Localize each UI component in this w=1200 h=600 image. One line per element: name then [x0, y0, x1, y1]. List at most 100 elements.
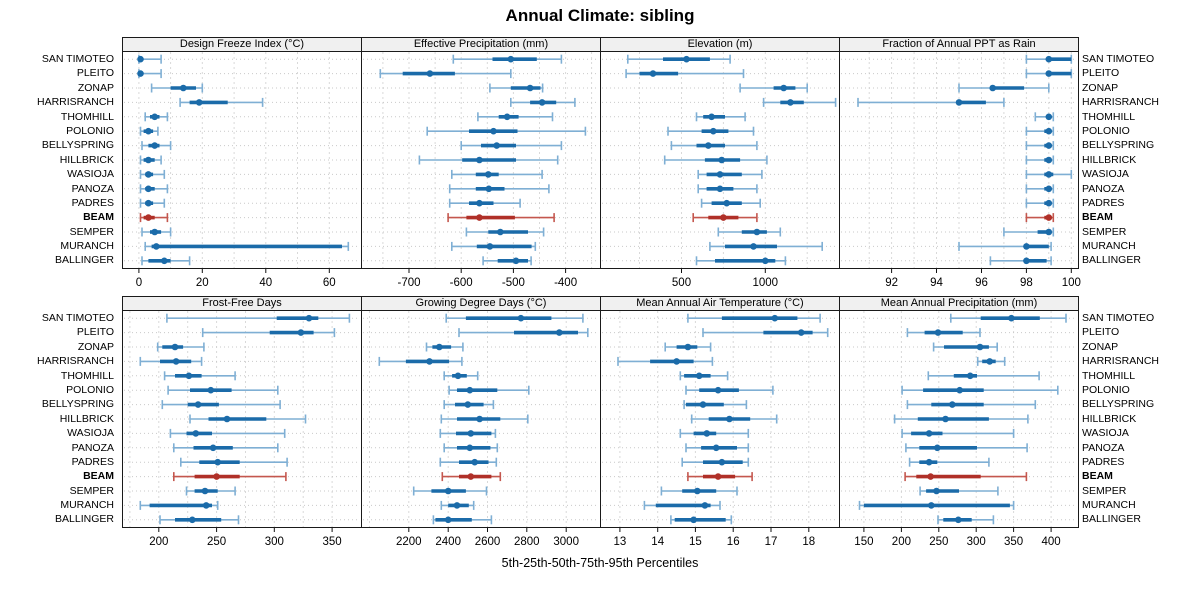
axis-tick-label: 200	[892, 536, 911, 548]
axis-tick-label: 250	[929, 536, 948, 548]
axis-tick-label: 17	[765, 536, 778, 548]
axis-tick-label: 18	[802, 536, 815, 548]
station-label: SEMPER	[69, 225, 114, 238]
station-labels-right-bottom: SAN TIMOTEO PLEITO ZONAP HARRISRANCH THOMHIL…	[1082, 311, 1200, 527]
panel-mean-annual-precipitation: Mean Annual Precipitation (mm)	[839, 296, 1079, 528]
station-label: HARRISRANCH	[36, 355, 114, 368]
station-label: WASIOJA	[1082, 168, 1129, 181]
station-label: BEAM	[1082, 470, 1113, 483]
station-label: THOMHILL	[1082, 369, 1136, 382]
axis-tick-label: 13	[614, 536, 627, 548]
percentiles-caption: 5th-25th-50th-75th-95th Percentiles	[501, 556, 699, 570]
station-label: HILLBRICK	[1082, 153, 1137, 166]
station-label: BALLINGER	[55, 254, 114, 267]
panel-strip-label: Mean Annual Air Temperature (°C)	[601, 297, 839, 311]
axis-tick-label: 2200	[396, 536, 422, 548]
station-label: HILLBRICK	[59, 412, 114, 425]
axis-tick-label: 350	[1004, 536, 1023, 548]
station-label: PLEITO	[76, 67, 114, 80]
x-axis-top-row: 0 20 40 60 -700 -600 -500 -400 500 1000 92 94 96 98 10…	[136, 269, 1081, 289]
x-axis-bottom-row: 200 250 300 350 2200 2400 2600 2800 3000 13 14 15 16…	[149, 528, 1061, 548]
panel-effective-precipitation: Effective Precipitation (mm)	[361, 37, 601, 269]
axis-tick-label: 94	[930, 277, 943, 289]
axis-tick-label: 250	[207, 536, 226, 548]
station-label: ZONAP	[1082, 340, 1119, 353]
axis-tick-label: 100	[1062, 277, 1081, 289]
station-label: BEAM	[1082, 211, 1113, 224]
station-label: ZONAP	[1082, 81, 1119, 94]
panel-growing-degree-days: Growing Degree Days (°C)	[361, 296, 601, 528]
station-label: POLONIO	[66, 124, 114, 137]
station-label: SEMPER	[1082, 225, 1127, 238]
station-label: WASIOJA	[67, 168, 114, 181]
station-label: SAN TIMOTEO	[1082, 312, 1155, 324]
station-label: POLONIO	[1082, 383, 1130, 396]
panel-strip-label: Growing Degree Days (°C)	[362, 297, 600, 311]
axis-tick-label: -400	[554, 277, 577, 289]
axis-tick-label: 3000	[553, 536, 579, 548]
station-label: BEAM	[83, 211, 114, 224]
station-label: HARRISRANCH	[1082, 355, 1160, 368]
station-label: MURANCH	[1082, 499, 1136, 512]
station-label: BELLYSPRING	[41, 398, 114, 411]
panel-plot-canvas	[124, 52, 360, 268]
station-label: THOMHILL	[60, 110, 114, 123]
axis-tick-label: -700	[397, 277, 420, 289]
panel-strip-label: Mean Annual Precipitation (mm)	[840, 297, 1078, 311]
panel-plot-canvas	[124, 311, 360, 527]
axis-tick-label: -500	[502, 277, 525, 289]
station-label: PLEITO	[76, 326, 114, 339]
station-label: HILLBRICK	[59, 153, 114, 166]
axis-tick-label: 350	[323, 536, 342, 548]
axis-tick-label: 96	[975, 277, 988, 289]
panel-strip-label: Effective Precipitation (mm)	[362, 38, 600, 52]
station-label: PANOZA	[1082, 182, 1125, 195]
axis-tick-label: 1000	[753, 277, 779, 289]
axis-tick-label: 15	[689, 536, 702, 548]
station-label: BELLYSPRING	[1082, 398, 1155, 411]
axis-tick-label: 500	[672, 277, 691, 289]
station-label: PADRES	[71, 455, 114, 468]
station-label: PANOZA	[1082, 441, 1125, 454]
station-label: WASIOJA	[1082, 427, 1129, 440]
station-labels-right-top: SAN TIMOTEO PLEITO ZONAP HARRISRANCH THOMHIL…	[1082, 52, 1200, 268]
station-label: ZONAP	[77, 81, 114, 94]
axis-tick-label: 20	[196, 277, 209, 289]
station-label: PLEITO	[1082, 67, 1120, 80]
station-label: PLEITO	[1082, 326, 1120, 339]
station-label: SAN TIMOTEO	[1082, 53, 1155, 65]
station-label: PANOZA	[71, 182, 114, 195]
panel-plot-canvas	[602, 311, 838, 527]
station-label: MURANCH	[60, 499, 114, 512]
station-label: HILLBRICK	[1082, 412, 1137, 425]
axis-tick-label: 300	[265, 536, 284, 548]
panel-strip-label: Frost-Free Days	[123, 297, 361, 311]
panel-design-freeze-index: Design Freeze Index (°C)	[122, 37, 362, 269]
station-label: BELLYSPRING	[1082, 139, 1155, 152]
panel-plot-canvas	[363, 52, 599, 268]
panel-frost-free-days: Frost-Free Days	[122, 296, 362, 528]
station-label: BEAM	[83, 470, 114, 483]
axis-tick-label: -600	[450, 277, 473, 289]
station-label: THOMHILL	[1082, 110, 1136, 123]
station-labels-left-top: SAN TIMOTEO PLEITO ZONAP HARRISRANCH THOMHIL…	[0, 52, 118, 268]
station-label: SAN TIMOTEO	[41, 312, 114, 324]
station-label: PADRES	[1082, 455, 1125, 468]
axis-tick-label: 2800	[514, 536, 540, 548]
station-label: THOMHILL	[60, 369, 114, 382]
axis-tick-label: 14	[651, 536, 664, 548]
station-label: WASIOJA	[67, 427, 114, 440]
axis-tick-label: 98	[1020, 277, 1033, 289]
axis-tick-label: 2400	[435, 536, 461, 548]
panel-strip-label: Design Freeze Index (°C)	[123, 38, 361, 52]
panel-strip-label: Fraction of Annual PPT as Rain	[840, 38, 1078, 52]
station-label: BALLINGER	[1082, 513, 1141, 526]
axis-tick-label: 40	[259, 277, 272, 289]
station-labels-left-bottom: SAN TIMOTEO PLEITO ZONAP HARRISRANCH THOMHIL…	[0, 311, 118, 527]
axis-tick-label: 400	[1042, 536, 1061, 548]
station-label: SEMPER	[69, 484, 114, 497]
panel-elevation: Elevation (m)	[600, 37, 840, 269]
station-label: PADRES	[1082, 196, 1125, 209]
station-label: BALLINGER	[55, 513, 114, 526]
